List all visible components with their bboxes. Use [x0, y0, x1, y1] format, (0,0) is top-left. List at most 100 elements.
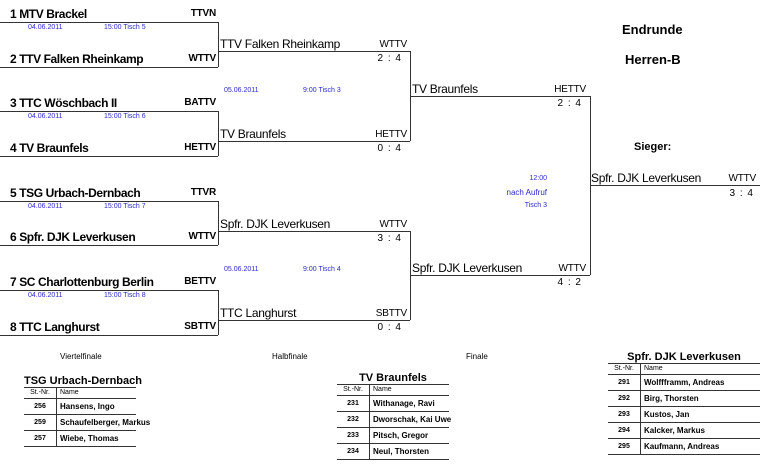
- match-time-table: 15:00 Tisch 6: [104, 113, 146, 120]
- roster-row: 293 Kustos, Jan: [608, 407, 760, 423]
- sf-team-association: HETTV: [375, 129, 407, 140]
- qf-line: [0, 335, 218, 336]
- sf-team-name: TV Braunfels: [220, 127, 286, 141]
- match-score: 3 : 4: [377, 233, 402, 244]
- qf-team-name: 6 Spfr. DJK Leverkusen: [10, 230, 136, 244]
- sf-team-name: Spfr. DJK Leverkusen: [220, 217, 331, 231]
- match-date: 05.06.2011: [224, 87, 259, 94]
- qf-line: [0, 156, 218, 157]
- qf-team-association: HETTV: [184, 142, 216, 153]
- bracket-connector: [218, 22, 219, 67]
- sf-team-association: SBTTV: [375, 308, 407, 319]
- column-header-nr: St.-Nr.: [30, 389, 50, 396]
- qf-line: [0, 67, 218, 68]
- page-subtitle: Herren-B: [625, 52, 681, 67]
- match-time-table: 9:00 Tisch 3: [303, 87, 341, 94]
- final-team-association: WTTV: [558, 263, 586, 274]
- roster-row: 295 Kaufmann, Andreas: [608, 439, 760, 455]
- round-label-qf: Viertelfinale: [60, 352, 102, 361]
- page-title: Endrunde: [622, 22, 683, 37]
- player-name: Schaufelberger, Markus: [56, 415, 150, 430]
- sf-team-name: TTV Falken Rheinkamp: [220, 37, 341, 51]
- sf-line: [218, 320, 410, 321]
- bracket-connector: [218, 201, 219, 245]
- match-score: 0 : 4: [377, 322, 402, 333]
- player-number: 234: [347, 448, 359, 455]
- qf-team-name: 8 TTC Langhurst: [10, 320, 100, 334]
- player-name: Pitsch, Gregor: [369, 428, 449, 443]
- qf-line: [0, 22, 218, 23]
- column-header-name: Name: [640, 364, 760, 374]
- player-name: Withanage, Ravi: [369, 396, 449, 411]
- player-number: 292: [618, 395, 630, 402]
- winner-association: WTTV: [728, 173, 756, 184]
- final-line: [410, 275, 590, 276]
- qf-team-association: BATTV: [184, 97, 216, 108]
- match-time-table: 9:00 Tisch 4: [303, 266, 341, 273]
- roster-row: 234 Neul, Thorsten: [337, 444, 449, 460]
- match-date: 05.06.2011: [224, 266, 259, 273]
- sf-team-name: TTC Langhurst: [220, 306, 297, 320]
- final-line: [410, 96, 590, 97]
- player-number: 231: [347, 400, 359, 407]
- roster-table: Spfr. DJK Leverkusen St.-Nr. Name 291 Wolfff…: [608, 351, 760, 455]
- sf-line: [218, 231, 410, 232]
- qf-line: [0, 290, 218, 291]
- roster-team-name: TV Braunfels: [359, 372, 427, 384]
- roster-header: St.-Nr. Name: [608, 363, 760, 375]
- match-score: 4 : 2: [557, 277, 582, 288]
- winner-score: 3 : 4: [729, 188, 754, 199]
- roster-row: 232 Dworschak, Kai Uwe: [337, 412, 451, 428]
- qf-team-name: 1 MTV Brackel: [10, 7, 87, 21]
- player-number: 291: [618, 379, 630, 386]
- qf-team-association: SBTTV: [184, 321, 216, 332]
- player-number: 295: [618, 443, 630, 450]
- player-number: 259: [34, 419, 46, 426]
- winner-line: [590, 185, 760, 186]
- bracket-connector: [218, 290, 219, 335]
- roster-row: 294 Kalcker, Markus: [608, 423, 760, 439]
- roster-header: St.-Nr. Name: [337, 384, 449, 396]
- qf-team-name: 7 SC Charlottenburg Berlin: [10, 275, 154, 289]
- match-date: 04.06.2011: [28, 203, 63, 210]
- roster-row: 233 Pitsch, Gregor: [337, 428, 449, 444]
- roster-row: 291 Wolffframm, Andreas: [608, 375, 760, 391]
- player-name: Kalcker, Markus: [640, 423, 760, 438]
- roster-team-name: Spfr. DJK Leverkusen: [627, 351, 741, 363]
- final-team-association: HETTV: [554, 84, 586, 95]
- final-table: Tisch 3: [524, 202, 547, 209]
- final-note: nach Aufruf: [506, 188, 547, 197]
- match-date: 04.06.2011: [28, 113, 63, 120]
- roster-header: St.-Nr. Name: [24, 387, 136, 399]
- roster-table: TSG Urbach-Dernbach St.-Nr. Name 256 Hansens…: [24, 375, 150, 447]
- qf-team-name: 4 TV Braunfels: [10, 141, 89, 155]
- roster-row: 257 Wiebe, Thomas: [24, 431, 136, 447]
- sf-team-association: WTTV: [379, 219, 407, 230]
- player-name: Neul, Thorsten: [369, 444, 449, 459]
- match-score: 0 : 4: [377, 143, 402, 154]
- roster-table: TV Braunfels St.-Nr. Name 231 Withanage, Rav…: [337, 372, 451, 460]
- qf-team-name: 5 TSG Urbach-Dernbach: [10, 186, 141, 200]
- match-time-table: 15:00 Tisch 5: [104, 24, 146, 31]
- roster-row: 231 Withanage, Ravi: [337, 396, 449, 412]
- match-date: 04.06.2011: [28, 292, 63, 299]
- player-name: Hansens, Ingo: [56, 399, 136, 414]
- match-time-table: 15:00 Tisch 8: [104, 292, 146, 299]
- bracket-connector: [218, 111, 219, 156]
- sf-team-association: WTTV: [379, 39, 407, 50]
- match-date: 04.06.2011: [28, 24, 63, 31]
- player-name: Wiebe, Thomas: [56, 431, 136, 446]
- roster-team-name: TSG Urbach-Dernbach: [24, 375, 142, 387]
- match-score: 2 : 4: [557, 98, 582, 109]
- qf-team-association: TTVN: [190, 8, 217, 19]
- roster-row: 256 Hansens, Ingo: [24, 399, 136, 415]
- player-name: Kustos, Jan: [640, 407, 760, 422]
- qf-team-name: 3 TTC Wöschbach II: [10, 96, 117, 110]
- final-team-name: TV Braunfels: [412, 82, 478, 96]
- roster-row: 259 Schaufelberger, Markus: [24, 415, 150, 431]
- player-number: 294: [618, 427, 630, 434]
- roster-row: 292 Birg, Thorsten: [608, 391, 760, 407]
- sf-line: [218, 141, 410, 142]
- player-name: Kaufmann, Andreas: [640, 439, 760, 454]
